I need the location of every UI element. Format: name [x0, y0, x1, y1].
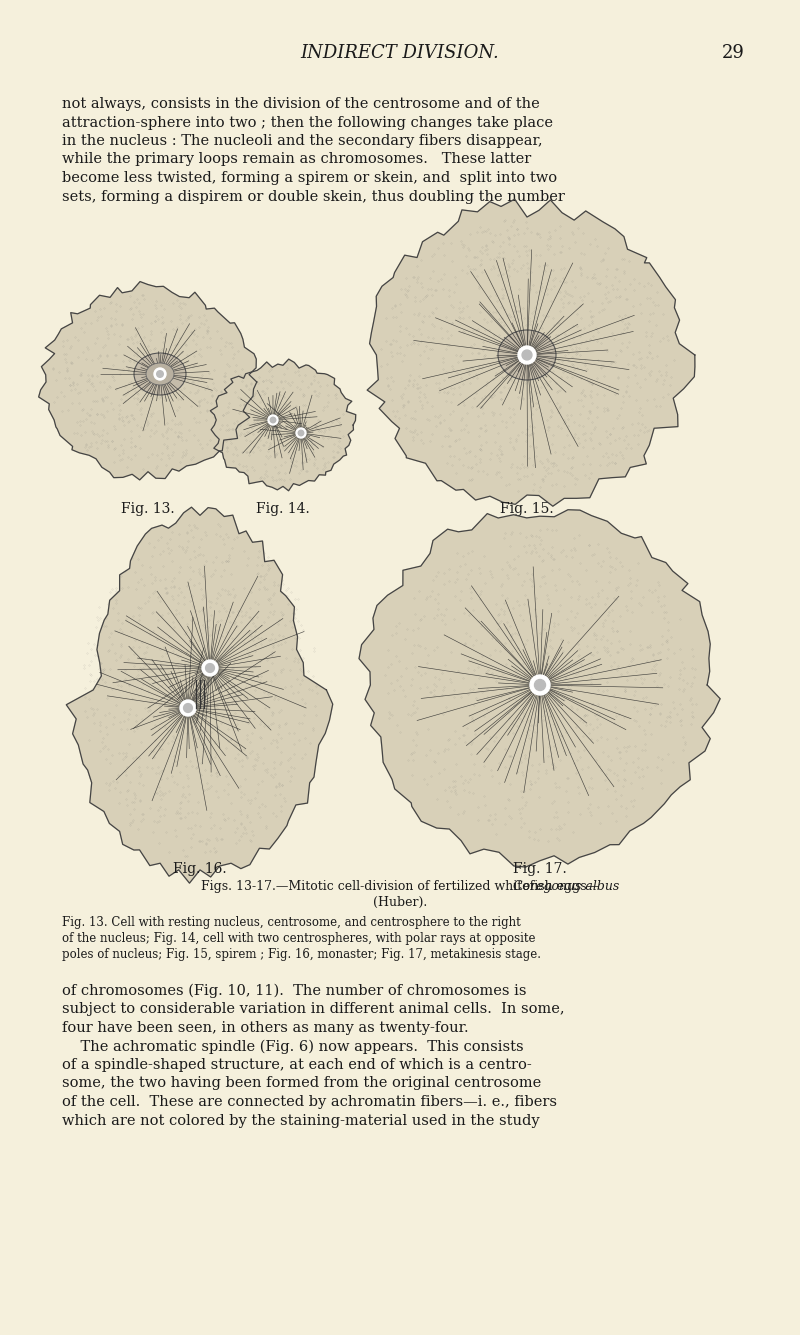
Circle shape: [184, 704, 193, 713]
Text: of the cell.  These are connected by achromatin fibers—i. e., fibers: of the cell. These are connected by achr…: [62, 1095, 557, 1109]
Polygon shape: [367, 199, 695, 506]
Polygon shape: [38, 282, 257, 479]
Text: Figs. 13-17.—Mitotic cell-division of fertilized whitefish eggs—: Figs. 13-17.—Mitotic cell-division of fe…: [201, 880, 599, 893]
Text: INDIRECT DIVISION.: INDIRECT DIVISION.: [301, 44, 499, 61]
Text: subject to considerable variation in different animal cells.  In some,: subject to considerable variation in dif…: [62, 1003, 565, 1016]
Text: not always, consists in the division of the centrosome and of the: not always, consists in the division of …: [62, 97, 540, 111]
Text: in the nucleus : The nucleoli and the secondary fibers disappear,: in the nucleus : The nucleoli and the se…: [62, 134, 542, 148]
Circle shape: [534, 680, 546, 690]
Circle shape: [157, 371, 163, 378]
Circle shape: [268, 415, 278, 425]
Text: four have been seen, in others as many as twenty-four.: four have been seen, in others as many a…: [62, 1021, 469, 1035]
Polygon shape: [210, 359, 356, 491]
Circle shape: [180, 700, 196, 716]
Text: Fig. 16.: Fig. 16.: [173, 862, 227, 876]
Circle shape: [296, 429, 306, 438]
Circle shape: [530, 676, 550, 696]
Circle shape: [154, 368, 166, 380]
Text: Fig. 15.: Fig. 15.: [500, 502, 554, 517]
Polygon shape: [359, 510, 720, 866]
Polygon shape: [66, 507, 333, 884]
Text: Fig. 13.: Fig. 13.: [121, 502, 175, 517]
Text: (Huber).: (Huber).: [373, 896, 427, 909]
Text: poles of nucleus; Fig. 15, spirem ; Fig. 16, monaster; Fig. 17, metakinesis stag: poles of nucleus; Fig. 15, spirem ; Fig.…: [62, 948, 541, 961]
Text: 29: 29: [722, 44, 745, 61]
Text: become less twisted, forming a spirem or skein, and  split into two: become less twisted, forming a spirem or…: [62, 171, 557, 186]
Ellipse shape: [134, 352, 186, 395]
Circle shape: [518, 346, 536, 364]
Ellipse shape: [146, 363, 174, 384]
Ellipse shape: [498, 330, 556, 380]
Circle shape: [298, 430, 304, 435]
Text: Coregonus albus: Coregonus albus: [181, 880, 619, 893]
Text: attraction-sphere into two ; then the following changes take place: attraction-sphere into two ; then the fo…: [62, 116, 553, 129]
Text: while the primary loops remain as chromosomes.   These latter: while the primary loops remain as chromo…: [62, 152, 531, 167]
Text: which are not colored by the staining-material used in the study: which are not colored by the staining-ma…: [62, 1113, 540, 1128]
Circle shape: [202, 659, 218, 676]
Circle shape: [522, 350, 532, 360]
Text: of a spindle-shaped structure, at each end of which is a centro-: of a spindle-shaped structure, at each e…: [62, 1059, 532, 1072]
Text: of the nucleus; Fig. 14, cell with two centrospheres, with polar rays at opposit: of the nucleus; Fig. 14, cell with two c…: [62, 932, 535, 945]
Circle shape: [270, 418, 276, 423]
Text: of chromosomes (Fig. 10, 11).  The number of chromosomes is: of chromosomes (Fig. 10, 11). The number…: [62, 984, 526, 999]
Text: Fig. 13. Cell with resting nucleus, centrosome, and centrosphere to the right: Fig. 13. Cell with resting nucleus, cent…: [62, 916, 521, 929]
Text: The achromatic spindle (Fig. 6) now appears.  This consists: The achromatic spindle (Fig. 6) now appe…: [62, 1040, 524, 1053]
Text: Fig. 14.: Fig. 14.: [256, 502, 310, 517]
Text: sets, forming a dispirem or double skein, thus doubling the number: sets, forming a dispirem or double skein…: [62, 190, 565, 203]
Text: some, the two having been formed from the original centrosome: some, the two having been formed from th…: [62, 1076, 542, 1091]
Text: Fig. 17.: Fig. 17.: [513, 862, 567, 876]
Circle shape: [206, 663, 214, 673]
